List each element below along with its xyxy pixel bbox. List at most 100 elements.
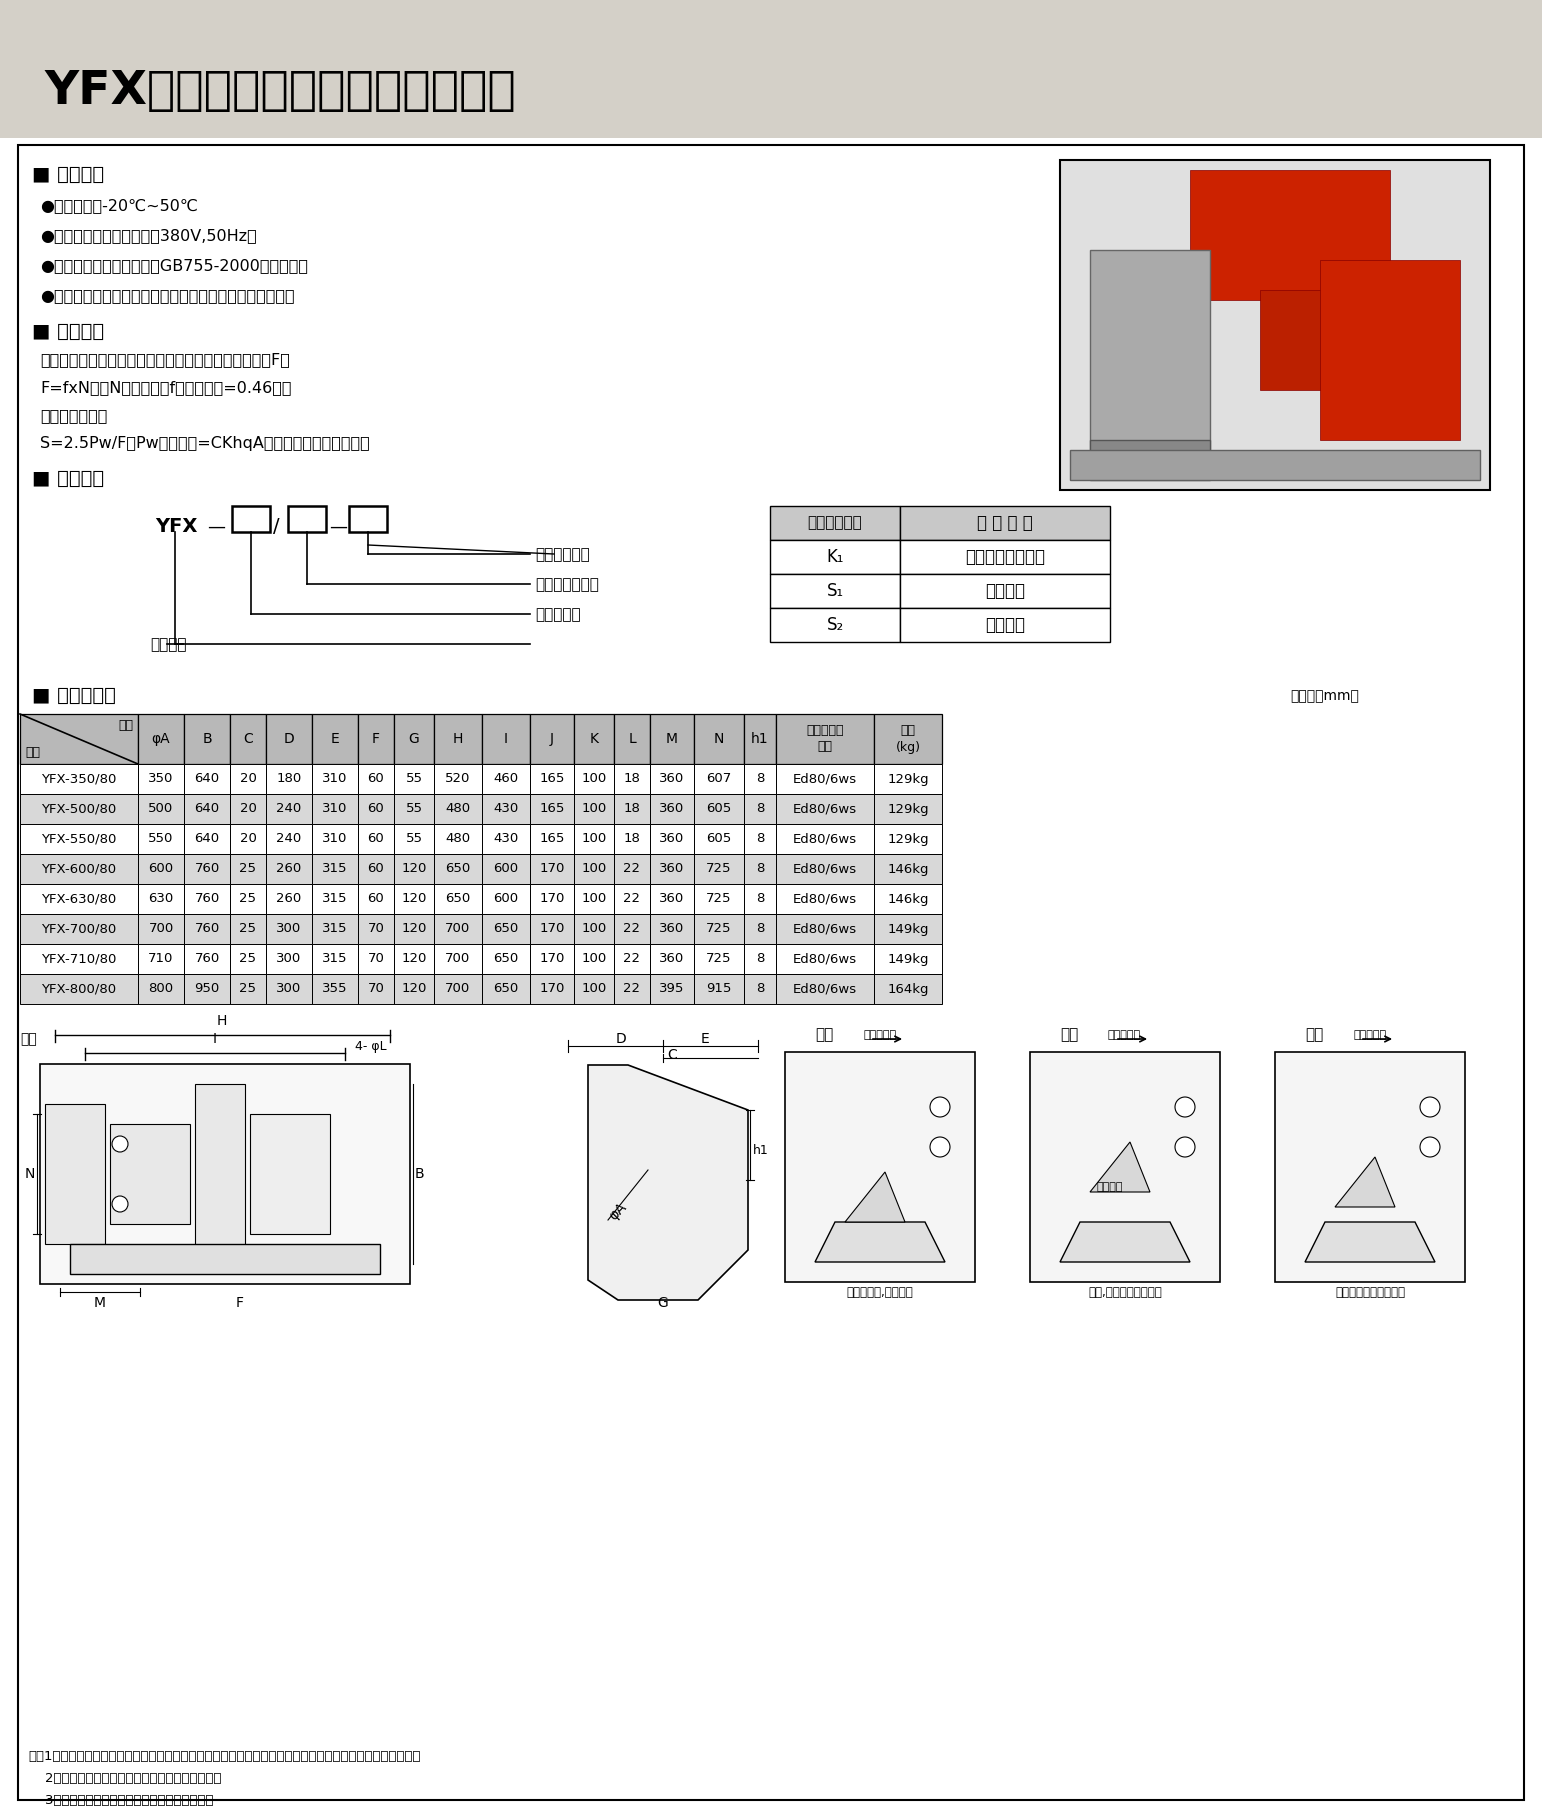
Text: K: K	[589, 733, 598, 745]
Text: ●户外雨雪侵蚀或有腐蚀性气体和介质应采用防腐型产品。: ●户外雨雪侵蚀或有腐蚀性气体和介质应采用防腐型产品。	[40, 287, 295, 304]
Text: S=2.5Pw/F（Pw为风载荷=CKhqA）参见起重机设计规范。: S=2.5Pw/F（Pw为风载荷=CKhqA）参见起重机设计规范。	[40, 436, 370, 451]
Text: 360: 360	[660, 893, 685, 905]
Bar	[288, 505, 325, 533]
Text: 8: 8	[756, 862, 765, 876]
Bar	[483, 974, 530, 1004]
Bar	[20, 764, 137, 794]
Text: 164kg: 164kg	[887, 982, 928, 996]
Text: 起重机运行: 起重机运行	[1352, 1031, 1386, 1040]
Bar	[874, 854, 942, 884]
Text: 800: 800	[148, 982, 174, 996]
Text: 18: 18	[623, 833, 640, 845]
Text: 360: 360	[660, 833, 685, 845]
Bar	[530, 714, 574, 764]
Bar	[395, 824, 433, 854]
Bar	[230, 914, 267, 944]
Text: 170: 170	[540, 953, 564, 965]
Bar	[358, 974, 395, 1004]
Text: φA: φA	[606, 1200, 629, 1224]
Text: Ed80/6ws: Ed80/6ws	[793, 773, 857, 785]
Text: 上升显示行程开关: 上升显示行程开关	[965, 547, 1045, 565]
Bar	[574, 914, 614, 944]
Bar	[776, 914, 874, 944]
Text: 4- φL: 4- φL	[355, 1040, 387, 1053]
Bar	[874, 714, 942, 764]
Bar	[433, 884, 483, 914]
Bar	[651, 794, 694, 824]
Text: 430: 430	[493, 833, 518, 845]
Text: H: H	[217, 1014, 227, 1027]
Text: Ed80/6ws: Ed80/6ws	[793, 982, 857, 996]
Text: 右式安装: 右式安装	[985, 616, 1025, 634]
Text: Ed80/6ws: Ed80/6ws	[793, 953, 857, 965]
Bar	[358, 854, 395, 884]
Bar	[358, 714, 395, 764]
Text: h1: h1	[751, 733, 769, 745]
Text: 型号: 型号	[25, 745, 40, 758]
Text: 70: 70	[367, 982, 384, 996]
Text: 360: 360	[660, 953, 685, 965]
Bar	[267, 824, 311, 854]
Text: 520: 520	[446, 773, 470, 785]
Text: 22: 22	[623, 862, 640, 876]
Bar	[358, 764, 395, 794]
Text: 100: 100	[581, 773, 606, 785]
Text: 146kg: 146kg	[887, 893, 928, 905]
Text: E: E	[330, 733, 339, 745]
Text: YFX-550/80: YFX-550/80	[42, 833, 117, 845]
Bar	[614, 794, 651, 824]
Text: 300: 300	[276, 922, 302, 936]
Text: B: B	[415, 1167, 424, 1182]
Bar	[358, 914, 395, 944]
Bar	[530, 794, 574, 824]
Text: 8: 8	[756, 953, 765, 965]
Text: 整机应装的台数: 整机应装的台数	[40, 407, 108, 424]
Bar	[40, 1064, 410, 1284]
Text: 18: 18	[623, 773, 640, 785]
Text: ●使用地点的海拔高度符合GB755-2000有关规定。: ●使用地点的海拔高度符合GB755-2000有关规定。	[40, 258, 308, 273]
Text: 165: 165	[540, 833, 564, 845]
Text: 左式安装: 左式安装	[985, 582, 1025, 600]
Bar	[231, 505, 270, 533]
Bar	[651, 944, 694, 974]
Text: ■ 技术参数: ■ 技术参数	[32, 322, 105, 342]
Text: C: C	[668, 1047, 677, 1062]
Text: 8: 8	[756, 893, 765, 905]
Text: D: D	[284, 733, 295, 745]
Bar	[358, 884, 395, 914]
Circle shape	[113, 1136, 128, 1153]
Text: 单位：（mm）: 单位：（mm）	[1291, 689, 1359, 704]
Text: 700: 700	[446, 953, 470, 965]
Text: 100: 100	[581, 862, 606, 876]
Bar	[183, 944, 230, 974]
Text: 760: 760	[194, 862, 219, 876]
Bar	[311, 884, 358, 914]
Bar	[358, 794, 395, 824]
Bar	[874, 884, 942, 914]
Bar	[230, 854, 267, 884]
Text: 315: 315	[322, 862, 348, 876]
Text: 650: 650	[446, 893, 470, 905]
Bar	[20, 944, 137, 974]
Text: B: B	[202, 733, 211, 745]
Text: 20: 20	[239, 773, 256, 785]
Text: I: I	[504, 733, 507, 745]
Text: 170: 170	[540, 893, 564, 905]
Bar	[874, 944, 942, 974]
Text: 700: 700	[148, 922, 174, 936]
Text: 120: 120	[401, 893, 427, 905]
Bar	[769, 607, 901, 642]
Bar	[267, 854, 311, 884]
Text: F: F	[236, 1296, 244, 1311]
Bar	[530, 884, 574, 914]
Bar	[743, 914, 776, 944]
Text: G: G	[657, 1296, 668, 1311]
Text: 170: 170	[540, 862, 564, 876]
Text: C: C	[244, 733, 253, 745]
Bar	[874, 824, 942, 854]
Text: YFX-700/80: YFX-700/80	[42, 922, 117, 936]
Bar	[694, 794, 743, 824]
Text: M: M	[666, 733, 678, 745]
Bar	[137, 764, 183, 794]
Text: Ed80/6ws: Ed80/6ws	[793, 862, 857, 876]
